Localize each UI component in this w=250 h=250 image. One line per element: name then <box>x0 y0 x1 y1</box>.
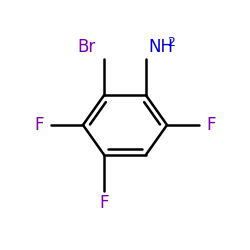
Text: Br: Br <box>77 38 95 56</box>
Text: F: F <box>206 116 216 134</box>
Text: NH: NH <box>148 38 174 56</box>
Text: 2: 2 <box>167 36 175 49</box>
Text: F: F <box>34 116 43 134</box>
Text: F: F <box>99 194 109 212</box>
